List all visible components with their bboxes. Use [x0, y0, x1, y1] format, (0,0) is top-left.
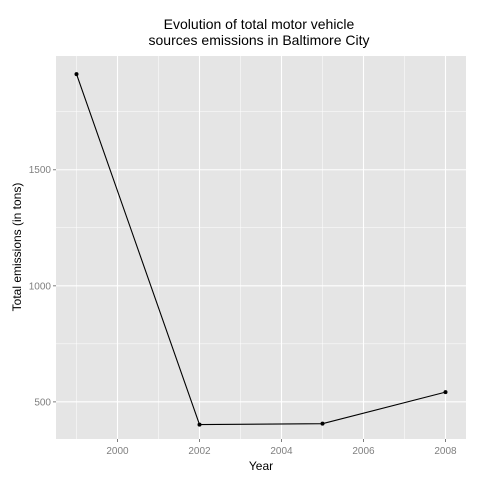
axis-ticks: 2000 2002 2004 2006 2008 500 1000 1500: [29, 165, 457, 457]
x-tick-label-2006: 2006: [352, 446, 375, 457]
y-axis-label: Total emissions (in tons): [10, 183, 24, 312]
y-tick-label-500: 500: [34, 397, 51, 408]
series-line: [75, 73, 446, 426]
grid-major: [56, 56, 466, 439]
data-point-2005: [320, 421, 325, 426]
x-axis-label: Year: [249, 459, 273, 473]
data-point-2008: [443, 390, 448, 395]
x-tick-label-2000: 2000: [106, 446, 129, 457]
chart-title-line-1: Evolution of total motor vehicle: [164, 16, 355, 32]
series-emissions: [74, 72, 448, 427]
plot-panel: [56, 56, 466, 439]
x-tick-label-2002: 2002: [188, 446, 211, 457]
y-tick-label-1000: 1000: [29, 281, 52, 292]
x-tick-label-2004: 2004: [270, 446, 293, 457]
y-tick-label-1500: 1500: [29, 165, 52, 176]
data-point-2002: [197, 422, 202, 427]
x-tick-label-2008: 2008: [434, 446, 457, 457]
data-point-1999: [74, 72, 79, 77]
chart-title-line-2: sources emissions in Baltimore City: [149, 32, 370, 48]
grid-minor: [56, 56, 466, 439]
